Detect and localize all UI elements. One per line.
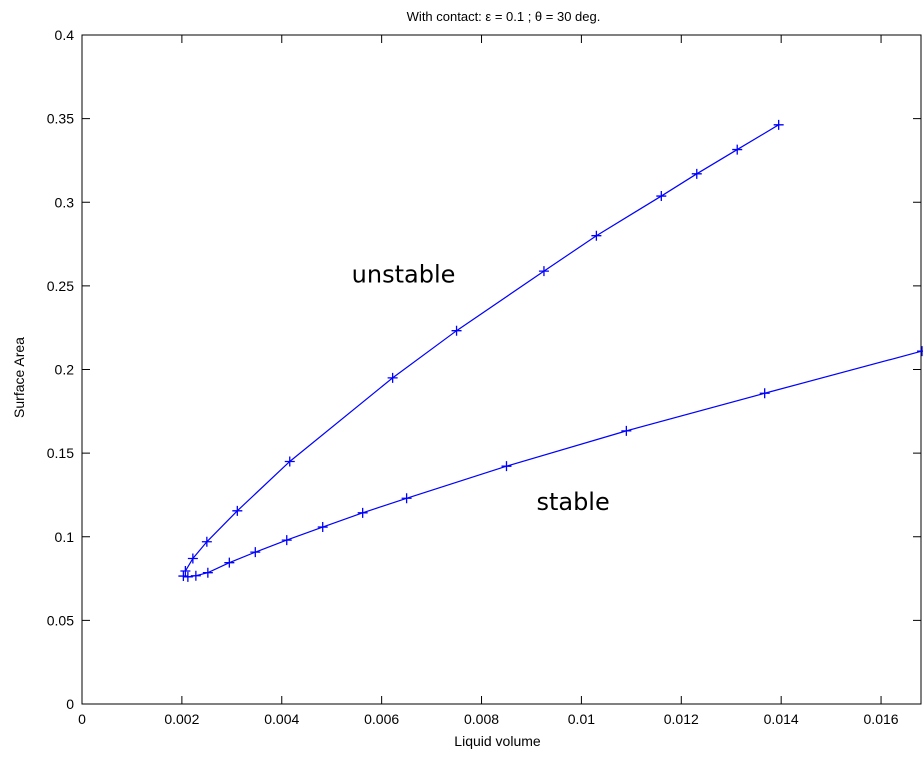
x-tick-label: 0.01 [568, 711, 595, 727]
x-tick-label: 0.002 [164, 711, 199, 727]
x-tick-label: 0.012 [664, 711, 699, 727]
x-tick-label: 0.006 [364, 711, 399, 727]
series-1-point [187, 553, 198, 564]
series-2-point [759, 388, 770, 399]
series-1-point [284, 456, 295, 467]
x-axis-label: Liquid volume [454, 733, 541, 749]
series-2-point [178, 571, 189, 582]
series-1-point [656, 191, 667, 202]
series-2-point [401, 493, 412, 504]
x-tick-label: 0.008 [464, 711, 499, 727]
series-1-line [184, 124, 779, 572]
series-2-point [357, 507, 368, 518]
series-2-point [190, 570, 201, 581]
y-tick-label: 0.05 [47, 612, 74, 628]
annotation-stable: stable [536, 488, 609, 516]
series-1-point [387, 372, 398, 383]
y-tick-label: 0.1 [55, 529, 75, 545]
chart-title: With contact: ε = 0.1 ; θ = 30 deg. [407, 9, 601, 24]
y-tick-label: 0.4 [55, 27, 75, 43]
series-2-point [250, 547, 261, 558]
y-tick-label: 0.25 [47, 278, 74, 294]
series-2-point [317, 522, 328, 533]
series-1-point [732, 144, 743, 155]
series-1-point [591, 230, 602, 241]
series-2-point [916, 346, 923, 357]
series-2-point [224, 557, 235, 568]
series-2-point [621, 425, 632, 436]
series-1-point [201, 536, 212, 547]
series-1-point [232, 505, 243, 516]
series-2-point [182, 571, 193, 582]
series-1-point [451, 325, 462, 336]
series-2-point [501, 461, 512, 472]
series-2-line [183, 350, 923, 578]
y-tick-label: 0.3 [55, 194, 75, 210]
y-tick-label: 0.15 [47, 445, 74, 461]
annotation-unstable: unstable [352, 261, 456, 289]
series-2-point [281, 535, 292, 546]
plot-frame [81, 34, 922, 705]
y-tick-label: 0.2 [55, 362, 75, 378]
y-tick-label: 0.35 [47, 111, 74, 127]
x-tick-label: 0 [78, 711, 86, 727]
series-1-point [180, 566, 191, 577]
series-1-point [691, 168, 702, 179]
x-tick-label: 0.016 [864, 711, 899, 727]
y-tick-label: 0 [66, 696, 74, 712]
x-tick-label: 0.014 [764, 711, 799, 727]
series-1-point [773, 119, 784, 130]
x-tick-label: 0.004 [264, 711, 299, 727]
series-2-point [202, 567, 213, 578]
series-1-point [538, 266, 549, 277]
y-axis-label: Surface Area [11, 337, 27, 418]
